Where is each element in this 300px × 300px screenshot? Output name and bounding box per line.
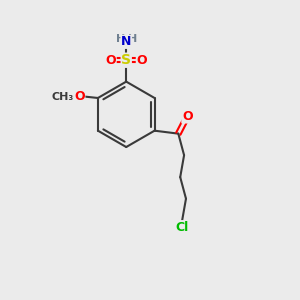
Text: CH₃: CH₃	[51, 92, 74, 101]
Text: O: O	[74, 90, 85, 103]
Text: N: N	[121, 35, 131, 48]
Text: H: H	[128, 34, 137, 44]
Text: Cl: Cl	[176, 221, 189, 234]
Text: O: O	[182, 110, 193, 123]
Text: O: O	[106, 54, 116, 67]
Text: H: H	[116, 34, 125, 44]
Text: O: O	[136, 54, 147, 67]
Text: S: S	[121, 53, 131, 67]
